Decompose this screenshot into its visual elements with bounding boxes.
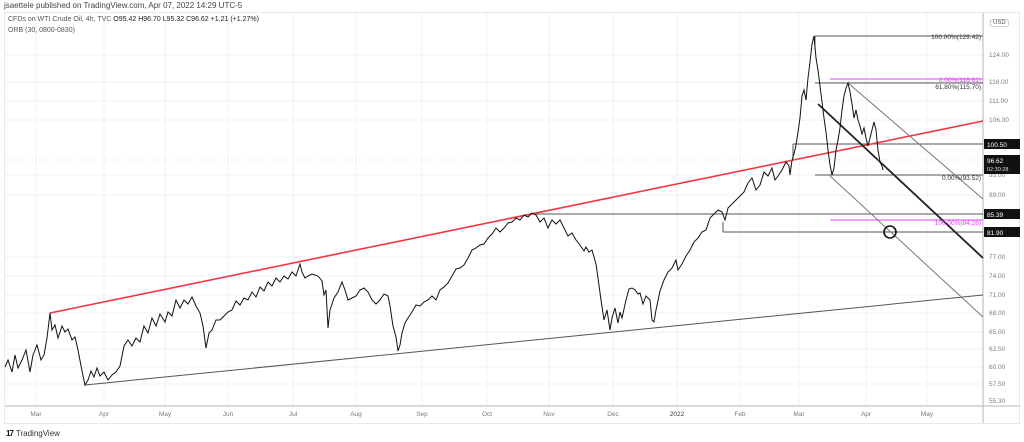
svg-text:93.00: 93.00 [989, 172, 1006, 179]
thick-down-trendline[interactable] [817, 103, 984, 259]
support-trendline[interactable] [84, 294, 984, 386]
high-value: H96.70 [138, 16, 161, 23]
price-label-current: 96.62 [987, 158, 1004, 165]
svg-text:May: May [921, 411, 934, 418]
fib-labels: 100.00%(129.42) 0.00%(116.61) 61.80%(115… [931, 34, 981, 227]
price-label-81-90: 81.90 [987, 230, 1004, 237]
svg-text:Jun: Jun [223, 411, 234, 418]
fib-0-label: 0.00%(93.52) [942, 175, 981, 182]
svg-text:60.00: 60.00 [989, 364, 1006, 371]
channel-upper-line[interactable] [847, 82, 984, 200]
svg-text:Sep: Sep [416, 411, 428, 418]
svg-text:71.00: 71.00 [989, 292, 1006, 299]
countdown-timer: 02:30:28 [987, 167, 1008, 173]
price-label-100-50: 100.50 [987, 142, 1007, 149]
open-value: O95.42 [113, 16, 137, 23]
magenta-fib-levels[interactable] [830, 78, 983, 221]
change-value: +1.21 (+1.27%) [210, 16, 259, 23]
target-circle-marker[interactable] [883, 225, 897, 239]
price-label-85-39-bg [984, 209, 1020, 219]
publisher-line: jsaettele published on TradingView.com, … [4, 1, 243, 10]
svg-text:Mar: Mar [30, 411, 42, 418]
svg-text:Mar: Mar [793, 411, 805, 418]
svg-text:74.00: 74.00 [989, 273, 1006, 280]
channel-lower-line[interactable] [828, 174, 984, 318]
svg-text:Apr: Apr [861, 411, 872, 418]
svg-text:May: May [159, 411, 172, 418]
symbol-legend[interactable]: CFDs on WTI Crude Oil, 4h, TVC O95.42 H9… [8, 16, 259, 23]
svg-text:65.00: 65.00 [989, 329, 1006, 336]
price-label-100-50-bg [984, 139, 1020, 149]
svg-text:Feb: Feb [734, 411, 746, 418]
close-value: C96.62 [186, 16, 209, 23]
currency-button[interactable]: USD [990, 19, 1009, 27]
svg-text:116.00: 116.00 [989, 79, 1009, 86]
fib-100-label: 100.00%(129.42) [931, 34, 981, 41]
fib-magenta-0-label: 0.00%(116.61) [939, 77, 981, 84]
svg-text:55.30: 55.30 [989, 398, 1006, 405]
svg-text:62.50: 62.50 [989, 346, 1006, 353]
svg-text:Dec: Dec [607, 411, 619, 418]
svg-text:68.00: 68.00 [989, 310, 1006, 317]
price-label-85-39: 85.39 [987, 212, 1004, 219]
price-line [4, 35, 884, 387]
time-axis-ticks: Mar Apr May Jun Jul Aug Sep Oct Nov Dec … [30, 411, 933, 418]
brand-name: TradingView [15, 429, 60, 438]
price-label-current-bg [984, 155, 1020, 174]
fib-618-label: 61.80%(115.70) [935, 84, 981, 91]
svg-text:106.00: 106.00 [989, 117, 1009, 124]
svg-text:Apr: Apr [99, 411, 110, 418]
grid [5, 13, 983, 405]
tradingview-footer: 17 TradingView [6, 429, 60, 438]
low-value: L95.32 [162, 16, 185, 23]
horizontal-levels[interactable] [535, 35, 983, 233]
svg-text:Nov: Nov [543, 411, 555, 418]
price-label-81-90-bg [984, 227, 1020, 237]
fib-magenta-100-label: 100.00%(84.26) [935, 220, 981, 227]
svg-text:2022: 2022 [670, 411, 685, 418]
svg-text:111.00: 111.00 [989, 98, 1008, 105]
svg-text:57.50: 57.50 [989, 381, 1006, 388]
price-labels: 100.50 96.62 02:30:28 85.39 81.90 [984, 139, 1020, 237]
svg-text:77.00: 77.00 [989, 254, 1006, 261]
svg-text:Aug: Aug [350, 411, 362, 418]
tradingview-logo-icon: 17 [6, 429, 14, 438]
svg-text:124.00: 124.00 [989, 52, 1009, 59]
symbol-name: CFDs on WTI Crude Oil, 4h, TVC [8, 16, 112, 23]
indicator-legend[interactable]: ORB (30, 0800-0830) [8, 27, 75, 34]
svg-text:89.00: 89.00 [989, 192, 1006, 199]
svg-text:Oct: Oct [482, 411, 492, 418]
svg-text:Jul: Jul [289, 411, 298, 418]
red-trendline[interactable] [49, 120, 984, 314]
